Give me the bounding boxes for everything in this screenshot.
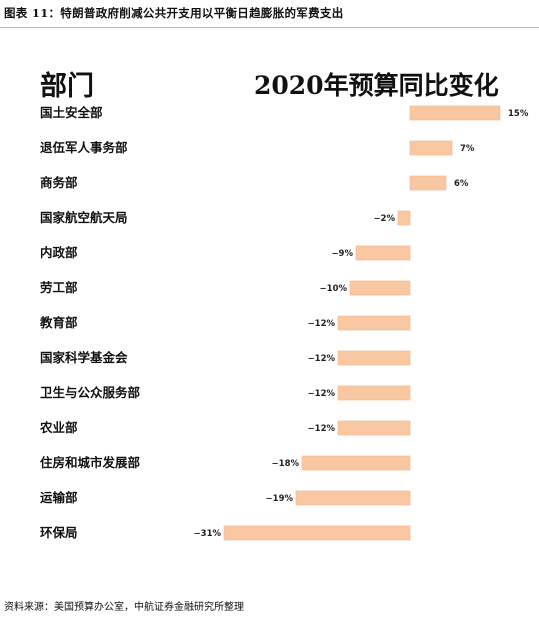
category-label-4: 内政部 <box>40 245 78 260</box>
bar-6 <box>337 315 411 331</box>
bar-7 <box>337 350 411 366</box>
category-label-10: 住房和城市发展部 <box>40 455 141 470</box>
data-label-2: 6% <box>454 179 469 189</box>
bar-8 <box>337 385 411 401</box>
bar-12 <box>223 525 411 541</box>
data-label-8: −12% <box>308 389 336 399</box>
category-label-9: 农业部 <box>39 420 78 435</box>
source-note: 资料来源：美国预算办公室，中航证券金融研究所整理 <box>4 602 244 613</box>
category-label-12: 环保局 <box>40 525 78 540</box>
value-column-header: 2020年预算同比变化 <box>254 71 499 100</box>
category-label-7: 国家科学基金会 <box>40 350 128 365</box>
bar-2 <box>409 175 447 191</box>
category-label-2: 商务部 <box>40 175 78 190</box>
category-label-11: 运输部 <box>40 490 78 505</box>
data-label-0: 15% <box>508 109 529 119</box>
bar-9 <box>337 420 411 436</box>
data-label-7: −12% <box>308 354 336 364</box>
category-label-0: 国土安全部 <box>40 105 103 120</box>
data-label-1: 7% <box>460 144 475 154</box>
data-label-3: −2% <box>373 214 395 224</box>
bar-5 <box>349 280 411 296</box>
data-label-11: −19% <box>266 494 294 504</box>
bar-1 <box>409 140 453 156</box>
category-label-1: 退伍军人事务部 <box>40 140 128 155</box>
bar-10 <box>301 455 411 471</box>
data-label-12: −31% <box>194 529 222 539</box>
data-label-5: −10% <box>320 284 348 294</box>
category-label-6: 教育部 <box>39 315 78 330</box>
data-label-6: −12% <box>308 319 336 329</box>
category-label-3: 国家航空航天局 <box>40 210 128 225</box>
data-label-4: −9% <box>331 249 353 259</box>
category-label-5: 劳工部 <box>40 280 78 295</box>
figure-title: 图表 11：特朗普政府削减公共开支用以平衡日趋膨胀的军费支出 <box>4 6 344 20</box>
title-divider <box>0 27 539 28</box>
category-label-8: 卫生与公众服务部 <box>40 385 141 400</box>
bar-chart: 国土安全部 15% 退伍军人事务部 7% 商务部 6% 国家航空航天局 −2% 内政部 −9% 劳工… <box>39 105 529 541</box>
data-label-10: −18% <box>272 459 300 469</box>
bar-3 <box>397 210 411 226</box>
category-column-header: 部门 <box>40 71 94 102</box>
bar-11 <box>295 490 411 506</box>
bar-0 <box>409 105 501 121</box>
data-label-9: −12% <box>308 424 336 434</box>
bar-4 <box>355 245 411 261</box>
